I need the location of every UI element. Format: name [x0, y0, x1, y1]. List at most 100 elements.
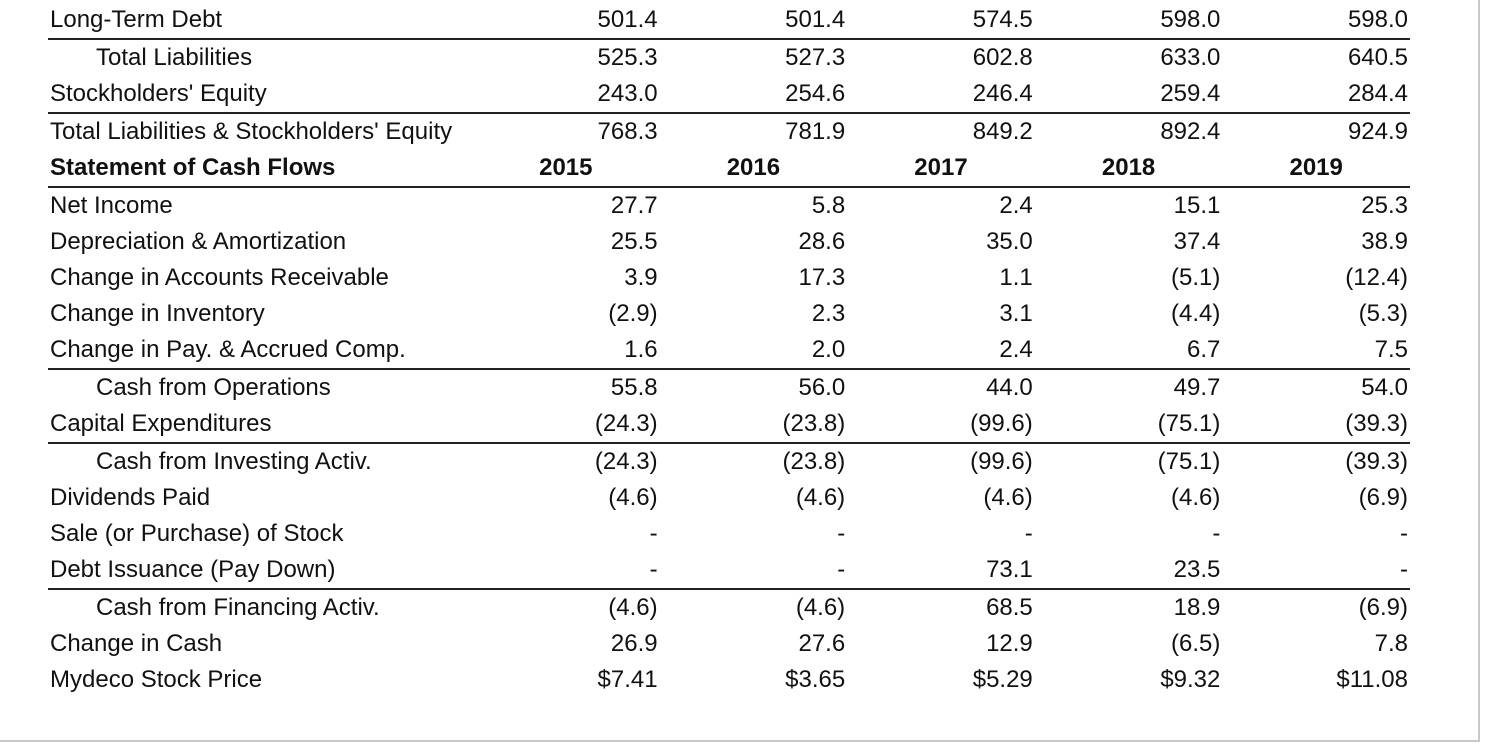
row-label: Stockholders' Equity: [48, 76, 472, 114]
cell-value: 44.0: [986, 374, 1033, 401]
cell-value: 7.8: [1374, 630, 1408, 657]
cell-value: 892.4: [1160, 118, 1221, 145]
cell-value: 501.4: [659, 2, 848, 40]
cell-value: 56.0: [798, 374, 846, 401]
cell-value: (24.3): [594, 448, 658, 475]
row-label: Total Liabilities: [96, 44, 253, 71]
cell-value: (75.1): [1157, 448, 1221, 475]
cell-value: 28.6: [798, 228, 846, 255]
cell-value: (23.8): [782, 448, 846, 475]
cell-value: 5.8: [811, 192, 846, 219]
cell-value: 259.4: [1034, 76, 1223, 114]
row-label: Capital Expenditures: [48, 406, 472, 444]
cell-value: 781.9: [785, 118, 846, 145]
row-label: Sale (or Purchase) of Stock: [50, 520, 344, 547]
cell-value: 12.9: [986, 630, 1033, 657]
table-row-change-accounts-receivable: Change in Accounts Receivable 3.9 17.3 1…: [48, 260, 1410, 296]
cell-value: 243.0: [472, 76, 660, 114]
cell-value: 38.9: [1361, 228, 1408, 255]
cell-value: 7.5: [1222, 332, 1410, 370]
cell-value: 924.9: [1347, 118, 1408, 145]
table-row-depreciation: Depreciation & Amortization 25.5 28.6 35…: [48, 224, 1410, 260]
cell-value: 3.9: [624, 264, 658, 291]
cell-value: 574.5: [847, 2, 1035, 40]
cell-value: (5.3): [1358, 300, 1408, 327]
cell-value: (4.6): [795, 484, 846, 511]
cell-value: 2.4: [999, 192, 1033, 219]
cell-value: (4.6): [983, 484, 1033, 511]
cell-value: 25.3: [1361, 192, 1408, 219]
row-label: Mydeco Stock Price: [50, 666, 263, 693]
cell-value: -: [649, 520, 658, 547]
cell-value: 68.5: [986, 594, 1033, 621]
table-row-stock-price: Mydeco Stock Price $7.41 $3.65 $5.29 $9.…: [48, 662, 1410, 698]
row-label: Cash from Financing Activ.: [96, 594, 380, 621]
year-header: 2015: [472, 150, 660, 188]
cell-value: 246.4: [847, 76, 1035, 114]
cell-value: $11.08: [1336, 666, 1408, 693]
row-label: Net Income: [50, 192, 173, 219]
cell-value: 284.4: [1222, 76, 1410, 114]
cell-value: 26.9: [610, 630, 658, 657]
cell-value: (4.6): [608, 594, 658, 621]
cell-value: -: [1212, 520, 1221, 547]
cell-value: -: [1400, 520, 1408, 547]
table-row-total-liabilities: Total Liabilities 525.3 527.3 602.8 633.…: [48, 39, 1410, 76]
cell-value: 527.3: [785, 44, 846, 71]
cash-flow-header-row: Statement of Cash Flows 2015 2016 2017 2…: [48, 150, 1410, 188]
cell-value: 37.4: [1173, 228, 1221, 255]
cell-value: (6.5): [1171, 630, 1221, 657]
table-row-cash-from-operations: Cash from Operations 55.8 56.0 44.0 49.7…: [48, 369, 1410, 406]
cell-value: 640.5: [1347, 44, 1408, 71]
cell-value: $9.32: [1160, 666, 1221, 693]
year-header: 2017: [847, 150, 1035, 188]
cell-value: 2.3: [811, 300, 846, 327]
cell-value: -: [659, 552, 848, 590]
cell-value: 598.0: [1034, 2, 1223, 40]
cell-value: (4.6): [1171, 484, 1221, 511]
cell-value: $5.29: [972, 666, 1033, 693]
row-label: Change in Cash: [50, 630, 223, 657]
table-row-change-inventory: Change in Inventory (2.9) 2.3 3.1 (4.4) …: [48, 296, 1410, 332]
cell-value: (4.6): [608, 484, 658, 511]
table-row-change-in-cash: Change in Cash 26.9 27.6 12.9 (6.5) 7.8: [48, 626, 1410, 662]
cell-value: -: [837, 520, 846, 547]
table-row-cash-from-financing: Cash from Financing Activ. (4.6) (4.6) 6…: [48, 589, 1410, 626]
year-header: 2019: [1222, 150, 1410, 188]
row-label: Debt Issuance (Pay Down): [48, 552, 472, 590]
cell-value: 54.0: [1361, 374, 1408, 401]
cell-value: 633.0: [1160, 44, 1221, 71]
cell-value: 17.3: [798, 264, 846, 291]
section-title: Statement of Cash Flows: [48, 150, 472, 188]
cell-value: (99.6): [970, 448, 1033, 475]
cell-value: (24.3): [472, 406, 660, 444]
table-row-sale-purchase-stock: Sale (or Purchase) of Stock - - - - -: [48, 516, 1410, 552]
cell-value: (5.1): [1171, 264, 1221, 291]
table-row-change-payables: Change in Pay. & Accrued Comp. 1.6 2.0 2…: [48, 332, 1410, 370]
cell-value: 6.7: [1034, 332, 1223, 370]
cell-value: 525.3: [597, 44, 658, 71]
cell-value: (39.3): [1345, 448, 1408, 475]
cell-value: -: [1222, 552, 1410, 590]
table-row-net-income: Net Income 27.7 5.8 2.4 15.1 25.3: [48, 187, 1410, 224]
cell-value: 18.9: [1173, 594, 1221, 621]
cell-value: 25.5: [610, 228, 658, 255]
cell-value: (6.9): [1358, 484, 1408, 511]
cell-value: 3.1: [999, 300, 1033, 327]
cell-value: 1.6: [472, 332, 660, 370]
cell-value: (39.3): [1222, 406, 1410, 444]
cell-value: (99.6): [847, 406, 1035, 444]
table-row-capital-expenditures: Capital Expenditures (24.3) (23.8) (99.6…: [48, 406, 1410, 444]
cell-value: 598.0: [1222, 2, 1410, 40]
cell-value: 2.0: [659, 332, 848, 370]
cell-value: 15.1: [1173, 192, 1221, 219]
cell-value: 49.7: [1173, 374, 1221, 401]
table-row-dividends-paid: Dividends Paid (4.6) (4.6) (4.6) (4.6) (…: [48, 480, 1410, 516]
cell-value: 1.1: [999, 264, 1033, 291]
year-header: 2016: [659, 150, 848, 188]
year-header: 2018: [1034, 150, 1223, 188]
cell-value: 73.1: [847, 552, 1035, 590]
cell-value: 23.5: [1034, 552, 1223, 590]
cell-value: 55.8: [610, 374, 658, 401]
cell-value: (4.6): [795, 594, 846, 621]
